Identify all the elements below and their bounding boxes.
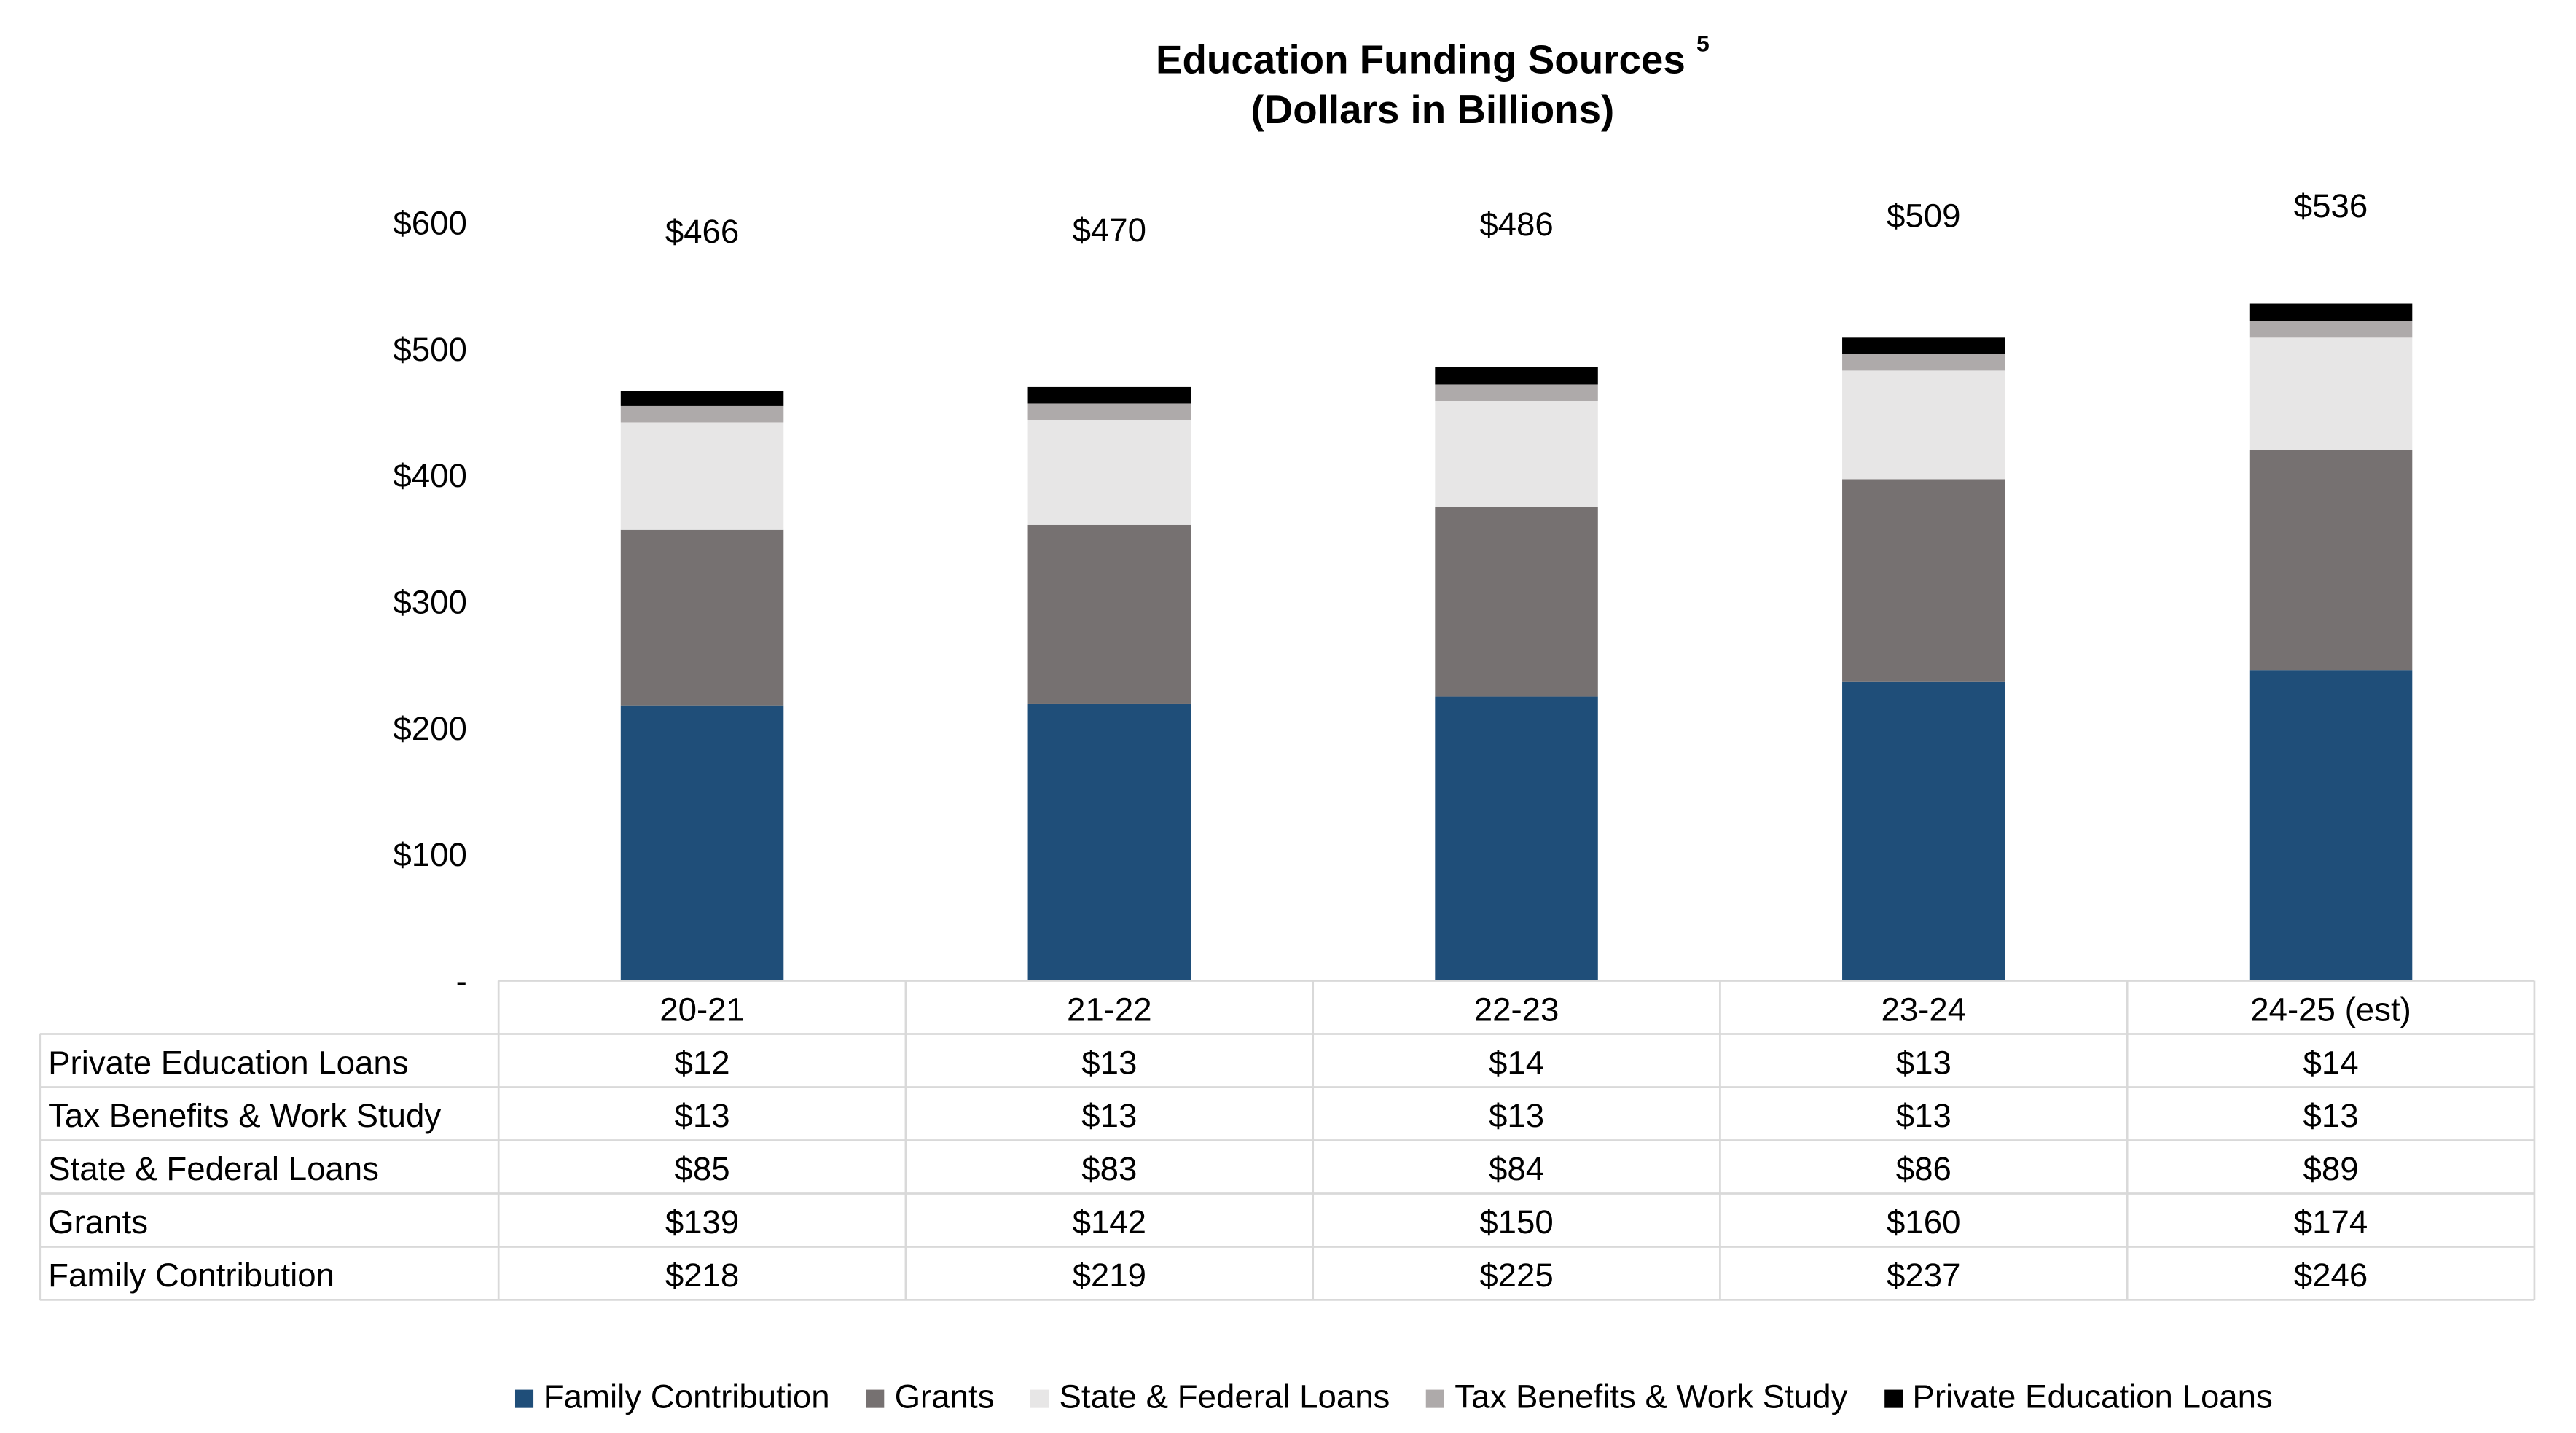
title-footnote: 5 xyxy=(1696,30,1710,57)
y-tick-label: $300 xyxy=(393,584,466,621)
legend-swatch xyxy=(866,1389,885,1408)
y-tick-label: $500 xyxy=(393,331,466,368)
bar-segment-family-contribution xyxy=(620,705,784,981)
table-cell: $174 xyxy=(2294,1203,2368,1241)
y-tick-label: $600 xyxy=(393,205,466,242)
table-cell: $142 xyxy=(1073,1203,1146,1241)
table-cell: $83 xyxy=(1081,1150,1137,1187)
table-cell: $85 xyxy=(674,1150,729,1187)
table-cell: $246 xyxy=(2294,1257,2368,1294)
legend: Family Contribution Grants State & Federal… xyxy=(514,1379,2309,1418)
category-label: 20-21 xyxy=(659,991,745,1028)
total-label: $536 xyxy=(2294,187,2368,224)
bar-segment-private-education-loans xyxy=(1027,386,1191,404)
bar-segment-private-education-loans xyxy=(1435,367,1598,385)
chart-subtitle: (Dollars in Billions) xyxy=(1250,87,1615,133)
table-cell: $14 xyxy=(1489,1044,1544,1081)
bar-segment-state-federal-loans xyxy=(1842,370,2005,480)
category-label: 22-23 xyxy=(1474,991,1559,1028)
table-row-label: Private Education Loans xyxy=(48,1044,408,1081)
table-cell: $13 xyxy=(1896,1044,1951,1081)
table-cell: $218 xyxy=(665,1257,739,1294)
table-cell: $13 xyxy=(1081,1044,1137,1081)
legend-swatch xyxy=(1884,1389,1903,1408)
legend-label: Grants xyxy=(894,1379,995,1417)
table-cell: $160 xyxy=(1887,1203,1960,1241)
bar-segment-tax-benefits-work-study xyxy=(1842,354,2005,371)
bar-segment-tax-benefits-work-study xyxy=(1027,403,1191,420)
y-tick-label: $200 xyxy=(393,710,466,747)
table-cell: $13 xyxy=(674,1097,729,1134)
chart-title-text: Education Funding Sources xyxy=(1155,38,1686,84)
table-cell: $14 xyxy=(2303,1044,2358,1081)
legend-label: Private Education Loans xyxy=(1912,1379,2273,1417)
total-label: $486 xyxy=(1479,206,1553,243)
legend-label: Family Contribution xyxy=(543,1379,830,1417)
bar-segment-family-contribution xyxy=(2249,670,2413,981)
total-label: $466 xyxy=(665,213,739,250)
bar-segment-state-federal-loans xyxy=(620,422,784,530)
y-tick-label: - xyxy=(456,963,467,1000)
chart-title: Education Funding Sources 5 xyxy=(0,30,2576,85)
table-cell: $84 xyxy=(1489,1150,1544,1187)
table-cell: $13 xyxy=(1081,1097,1137,1134)
bar-segment-tax-benefits-work-study xyxy=(2249,321,2413,338)
table-cell: $89 xyxy=(2303,1150,2358,1187)
total-label: $470 xyxy=(1073,211,1146,249)
bar-segment-family-contribution xyxy=(1842,681,2005,981)
legend-item: Tax Benefits & Work Study xyxy=(1426,1379,1848,1418)
table-row-label: State & Federal Loans xyxy=(48,1150,379,1187)
legend-swatch xyxy=(1426,1389,1445,1408)
legend-item: Grants xyxy=(866,1380,995,1418)
legend-swatch xyxy=(514,1389,534,1408)
legend-item: State & Federal Loans xyxy=(1030,1379,1390,1418)
table-cell: $86 xyxy=(1896,1150,1951,1187)
table-cell: $12 xyxy=(674,1044,729,1081)
table-row-label: Family Contribution xyxy=(48,1257,334,1294)
bar-segment-grants xyxy=(1027,524,1191,704)
bar-segment-grants xyxy=(2249,450,2413,671)
bar-segment-grants xyxy=(1842,479,2005,682)
bar-segment-private-education-loans xyxy=(1842,337,2005,354)
category-label: 23-24 xyxy=(1881,991,1966,1028)
bar-segment-grants xyxy=(1435,507,1598,697)
bar-segment-family-contribution xyxy=(1435,696,1598,981)
bar-segment-tax-benefits-work-study xyxy=(620,405,784,423)
y-tick-label: $400 xyxy=(393,457,466,494)
y-tick-label: $100 xyxy=(393,836,466,873)
bar-segment-state-federal-loans xyxy=(1435,400,1598,507)
legend-item: Private Education Loans xyxy=(1884,1380,2273,1418)
table-cell: $13 xyxy=(1896,1097,1951,1134)
bar-segment-private-education-loans xyxy=(2249,303,2413,321)
table-cell: $150 xyxy=(1479,1203,1553,1241)
bar-segment-grants xyxy=(620,529,784,706)
total-label: $509 xyxy=(1887,197,1960,234)
bar-segment-state-federal-loans xyxy=(1027,419,1191,525)
legend-label: Tax Benefits & Work Study xyxy=(1455,1379,1848,1417)
table-cell: $13 xyxy=(1489,1097,1544,1134)
legend-label: State & Federal Loans xyxy=(1059,1379,1390,1417)
legend-swatch xyxy=(1030,1389,1049,1408)
table-cell: $237 xyxy=(1887,1257,1960,1294)
bar-segment-state-federal-loans xyxy=(2249,337,2413,450)
bar-segment-family-contribution xyxy=(1027,703,1191,981)
table-cell: $225 xyxy=(1479,1257,1553,1294)
table-row-label: Tax Benefits & Work Study xyxy=(48,1097,441,1134)
bar-segment-private-education-loans xyxy=(620,391,784,406)
table-cell: $13 xyxy=(2303,1097,2358,1134)
category-label: 24-25 (est) xyxy=(2250,991,2411,1028)
legend-item: Family Contribution xyxy=(514,1379,830,1418)
table-cell: $219 xyxy=(1073,1257,1146,1294)
table-row-label: Grants xyxy=(48,1203,148,1241)
category-label: 21-22 xyxy=(1067,991,1152,1028)
table-cell: $139 xyxy=(665,1203,739,1241)
bar-segment-tax-benefits-work-study xyxy=(1435,384,1598,401)
